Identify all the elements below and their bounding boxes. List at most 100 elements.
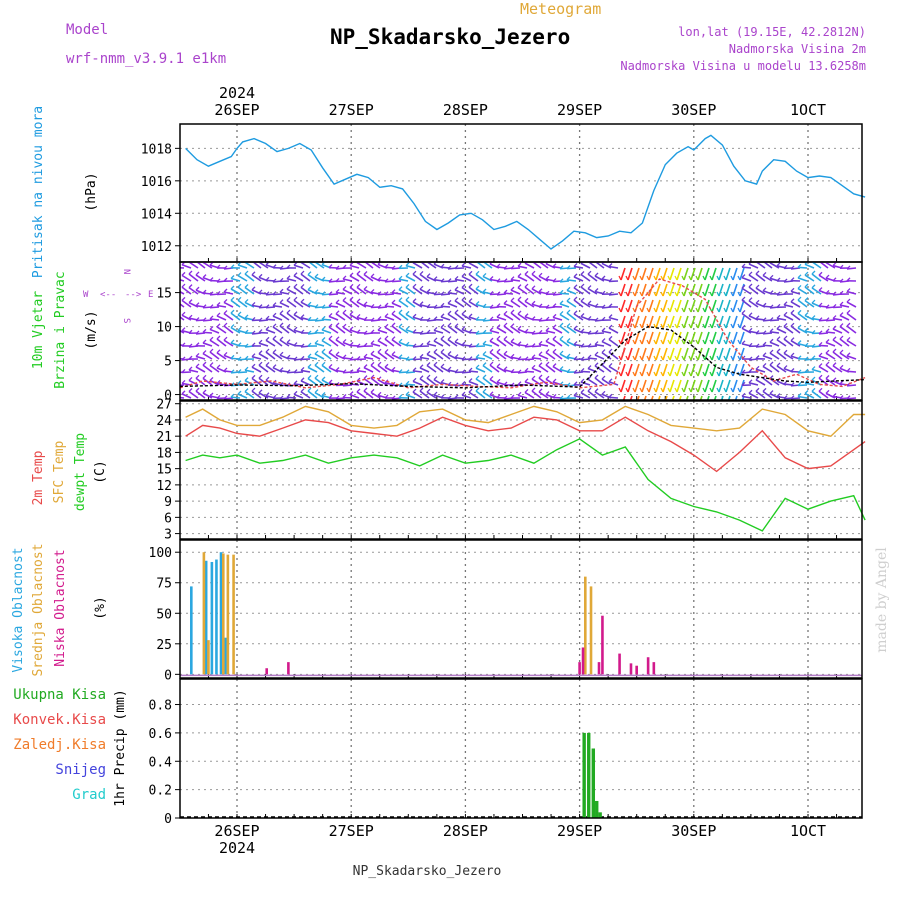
wind-arrow-head <box>265 315 270 320</box>
wind-arrow <box>669 379 675 393</box>
wind-arrow-head <box>503 322 508 327</box>
wind-arrow-head <box>608 324 613 329</box>
wind-arrow-head <box>412 388 417 393</box>
wind-arrow-head <box>776 348 781 353</box>
wind-arrow <box>412 262 423 269</box>
wind-arrow-head <box>737 275 741 281</box>
y-tick-label: 1012 <box>141 240 172 255</box>
wind-arrow-head <box>202 317 207 322</box>
wind-arrow <box>384 293 395 296</box>
wind-arrow-head <box>293 342 298 347</box>
wind-arrow-head <box>405 283 410 288</box>
wind-arrow-head <box>377 337 382 342</box>
wind-arrow-head <box>356 314 361 318</box>
wind-arrow <box>825 377 836 386</box>
wind-arrow <box>202 342 213 347</box>
wind-arrow-head <box>258 273 263 278</box>
series-line-dewpt <box>185 438 866 532</box>
wind-arrow-head <box>608 335 613 340</box>
wind-arrow <box>664 395 668 400</box>
wind-arrow-head <box>618 291 622 297</box>
wind-arrow-head <box>370 317 375 322</box>
wind-arrow-head <box>356 388 361 393</box>
wind-arrow-head <box>314 374 319 379</box>
wind-arrow-head <box>433 291 438 296</box>
wind-arrow <box>601 340 612 347</box>
wind-arrow-head <box>818 317 823 322</box>
wind-arrow-head <box>370 273 375 278</box>
wind-arrow-head <box>252 258 255 261</box>
wind-arrow <box>839 325 850 334</box>
wind-arrow-head <box>804 283 809 288</box>
wind-arrow <box>433 340 444 347</box>
wind-arrow-head <box>314 389 319 394</box>
wind-arrow-head <box>741 369 746 374</box>
wind-arrow <box>237 286 248 295</box>
wind-arrow <box>627 347 633 361</box>
wind-arrow <box>384 351 395 360</box>
wind-arrow <box>811 368 822 373</box>
wind-arrow <box>412 380 423 386</box>
wind-arrow-head <box>846 298 851 303</box>
wind-arrow-head <box>265 304 270 309</box>
wind-arrow-head <box>461 369 466 374</box>
wind-arrow <box>790 312 801 321</box>
wind-arrow-head <box>730 339 734 345</box>
wind-arrow-head <box>702 355 706 361</box>
wind-arrow-head <box>594 374 599 379</box>
wind-arrow-head <box>370 361 375 366</box>
wind-arrow <box>447 292 458 295</box>
wind-arrow <box>314 364 325 373</box>
wind-arrow <box>398 326 409 334</box>
wind-arrow <box>398 278 409 282</box>
wind-arrow <box>482 353 493 360</box>
wind-arrow <box>489 329 500 334</box>
wind-arrow-head <box>797 393 802 397</box>
wind-arrow-head <box>538 362 543 367</box>
wind-arrow-head <box>646 339 650 345</box>
wind-arrow <box>482 377 493 386</box>
wind-arrow-head <box>175 310 178 313</box>
wind-arrow <box>475 390 486 399</box>
wind-arrow-head <box>447 322 452 327</box>
wind-arrow-head <box>517 262 522 267</box>
top-date-label: 30SEP <box>671 101 716 119</box>
wind-arrow-head <box>804 390 809 394</box>
wind-arrow-head <box>475 354 480 359</box>
y-tick-label: 0.8 <box>149 699 172 714</box>
wind-arrow <box>328 315 339 321</box>
wind-arrow <box>524 273 535 282</box>
wind-arrow-head <box>716 275 720 281</box>
wind-arrow-head <box>398 323 403 328</box>
wind-arrow-head <box>587 300 592 305</box>
wind-arrow <box>741 312 752 321</box>
wind-arrow-head <box>517 273 522 278</box>
wind-arrow <box>496 338 507 347</box>
wind-arrow-head <box>790 309 795 314</box>
wind-arrow-head <box>797 284 802 289</box>
wind-arrow-head <box>688 307 692 313</box>
wind-arrow <box>648 299 654 313</box>
wind-arrow-head <box>559 335 564 340</box>
wind-arrow <box>811 390 822 399</box>
wind-arrow-head <box>447 289 452 294</box>
wind-arrow <box>335 339 346 347</box>
wind-arrow-head <box>384 348 389 353</box>
wind-arrow-head <box>825 317 830 322</box>
wind-arrow-head <box>832 392 837 397</box>
cloud-mid-label: Srednja Oblacnost <box>31 543 46 676</box>
wind-arrow-head <box>594 288 599 292</box>
wind-arrow-head <box>776 325 781 330</box>
wind-arrow-head <box>674 355 678 361</box>
wind-arrow <box>797 266 808 269</box>
wind-arrow <box>468 358 479 361</box>
wind-arrow-head <box>819 258 822 261</box>
wind-arrow <box>419 356 430 360</box>
wind-arrow-head <box>370 350 375 355</box>
wind-arrow-head <box>632 339 636 345</box>
wind-arrow-head <box>790 337 795 342</box>
wind-arrow-head <box>349 326 354 331</box>
wind-arrow <box>739 347 745 361</box>
wind-arrow-head <box>195 352 200 357</box>
wind-arrow-head <box>489 391 494 396</box>
